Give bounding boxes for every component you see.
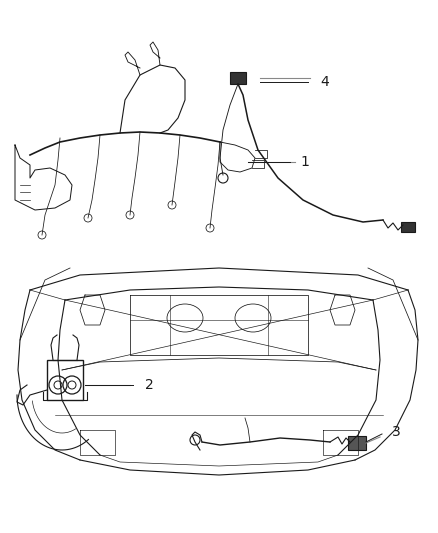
Bar xyxy=(348,436,366,450)
Text: 2: 2 xyxy=(145,378,154,392)
Text: 4: 4 xyxy=(320,75,329,89)
Text: 1: 1 xyxy=(300,155,309,169)
Bar xyxy=(47,360,83,400)
Text: 3: 3 xyxy=(392,425,401,439)
Bar xyxy=(230,72,246,84)
Bar xyxy=(401,222,415,232)
